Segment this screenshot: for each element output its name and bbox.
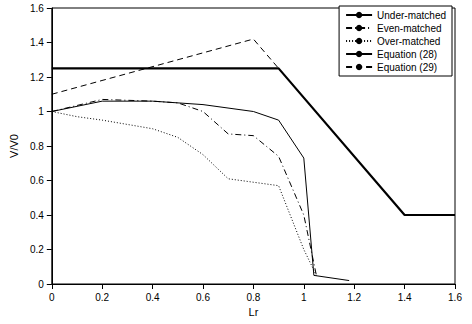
svg-text:Under-matched: Under-matched xyxy=(377,10,446,21)
svg-text:0: 0 xyxy=(38,279,44,290)
svg-text:0.2: 0.2 xyxy=(30,244,44,255)
svg-text:V/V0: V/V0 xyxy=(8,134,20,158)
svg-text:1: 1 xyxy=(38,106,44,117)
svg-text:0.4: 0.4 xyxy=(30,210,44,221)
svg-text:Equation (29): Equation (29) xyxy=(377,62,437,73)
svg-text:1: 1 xyxy=(301,292,307,303)
svg-text:1.2: 1.2 xyxy=(347,292,361,303)
svg-text:0.8: 0.8 xyxy=(30,141,44,152)
svg-text:0: 0 xyxy=(49,292,55,303)
svg-text:1.4: 1.4 xyxy=(30,37,44,48)
svg-text:1.6: 1.6 xyxy=(448,292,462,303)
svg-text:Equation (28): Equation (28) xyxy=(377,49,437,60)
svg-text:Over-matched: Over-matched xyxy=(377,36,440,47)
svg-text:1.6: 1.6 xyxy=(30,3,44,14)
svg-text:0.6: 0.6 xyxy=(196,292,210,303)
svg-text:1.4: 1.4 xyxy=(398,292,412,303)
svg-text:Even-matched: Even-matched xyxy=(377,23,441,34)
svg-text:0.8: 0.8 xyxy=(246,292,260,303)
svg-text:0.4: 0.4 xyxy=(146,292,160,303)
svg-text:1.2: 1.2 xyxy=(30,72,44,83)
svg-text:Lr: Lr xyxy=(249,306,259,318)
svg-text:0.6: 0.6 xyxy=(30,175,44,186)
svg-text:0.2: 0.2 xyxy=(95,292,109,303)
